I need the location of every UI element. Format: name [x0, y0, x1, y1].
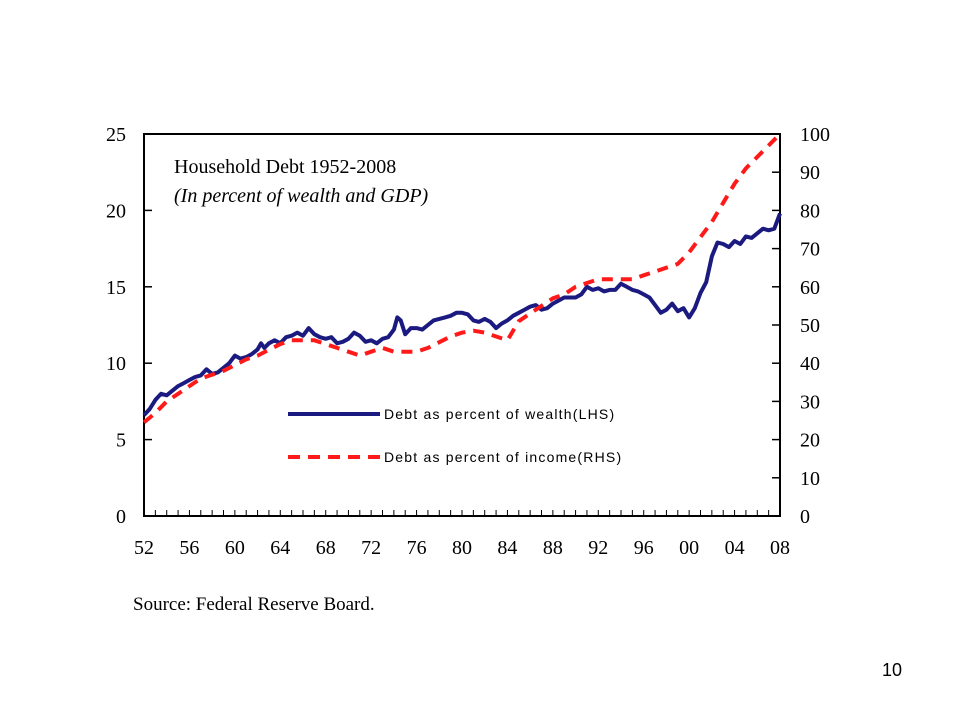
x-tick-label: 72: [361, 537, 381, 559]
right-tick-label: 70: [800, 239, 820, 261]
right-tick-label: 30: [800, 391, 820, 413]
left-tick-label: 15: [106, 277, 126, 299]
right-axis: 0 10 20 30 40 50 60 70 80 90 100: [772, 124, 830, 528]
series-line-income: [142, 132, 782, 424]
x-tick-label: 84: [497, 537, 517, 559]
x-tick-label: 60: [225, 537, 245, 559]
x-tick-label: 92: [588, 537, 608, 559]
left-tick-label: 0: [116, 506, 126, 528]
right-tick-label: 20: [800, 430, 820, 452]
x-tick-label: 00: [679, 537, 699, 559]
x-tick-label: 64: [270, 537, 290, 559]
chart-title: Household Debt 1952-2008: [174, 156, 396, 178]
chart-subtitle: (In percent of wealth and GDP): [174, 185, 429, 207]
x-tick-label: 68: [316, 537, 336, 559]
series-line-wealth: [142, 212, 782, 417]
x-tick-label: 56: [179, 537, 199, 559]
series-layer: [142, 132, 782, 424]
right-tick-label: 50: [800, 315, 820, 337]
legend-label-wealth: Debt as percent of wealth(LHS): [384, 406, 615, 422]
legend: Debt as percent of wealth(LHS) Debt as p…: [288, 406, 622, 465]
right-tick-label: 60: [800, 277, 820, 299]
x-tick-label: 52: [134, 537, 154, 559]
right-tick-label: 80: [800, 200, 820, 222]
page-number: 10: [881, 660, 902, 680]
x-tick-label: 80: [452, 537, 472, 559]
left-tick-label: 20: [106, 200, 126, 222]
x-tick-label: 76: [407, 537, 427, 559]
legend-label-income: Debt as percent of income(RHS): [384, 449, 622, 465]
right-tick-label: 40: [800, 353, 820, 375]
x-tick-label: 88: [543, 537, 563, 559]
x-tick-label: 96: [634, 537, 654, 559]
right-tick-label: 100: [800, 124, 830, 146]
x-tick-label: 04: [725, 537, 745, 559]
right-tick-label: 0: [800, 506, 810, 528]
source-note: Source: Federal Reserve Board.: [133, 594, 375, 615]
x-tick-label: 08: [770, 537, 790, 559]
left-tick-label: 5: [116, 430, 126, 452]
left-tick-label: 10: [106, 353, 126, 375]
left-axis: 0 5 10 15 20 25: [106, 124, 152, 528]
right-tick-label: 10: [800, 468, 820, 490]
right-tick-label: 90: [800, 162, 820, 184]
left-tick-label: 25: [106, 124, 126, 146]
x-axis: 52 56 60 64 68 72 76 80 84 88 92 96 00 04 08: [134, 510, 790, 559]
